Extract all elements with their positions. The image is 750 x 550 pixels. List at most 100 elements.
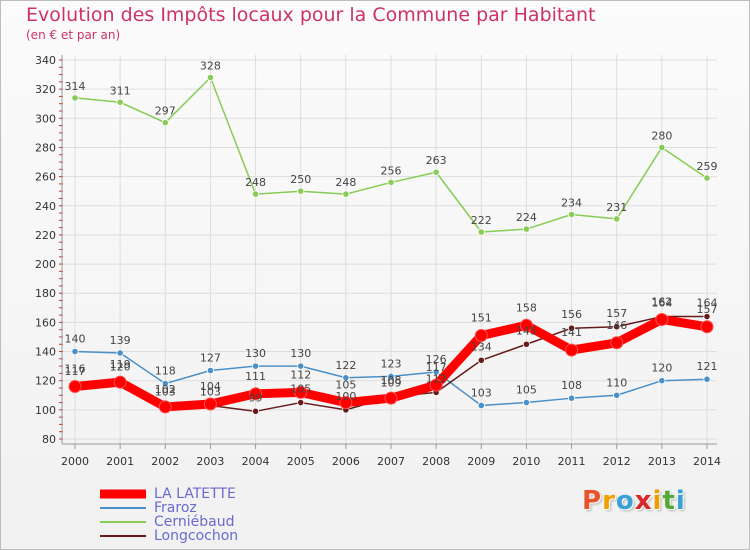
y-tick-label: 140 bbox=[35, 346, 56, 359]
y-tick-label: 160 bbox=[35, 316, 56, 329]
chart-title: Evolution des Impôts locaux pour la Comm… bbox=[26, 4, 596, 26]
data-point bbox=[68, 380, 82, 394]
legend-item: Cerniébaud bbox=[100, 515, 238, 529]
x-tick-label: 2011 bbox=[558, 455, 586, 468]
x-tick-label: 2010 bbox=[512, 455, 540, 468]
data-point bbox=[432, 168, 440, 176]
data-label: 263 bbox=[426, 154, 447, 167]
data-label: 105 bbox=[290, 383, 311, 396]
data-label: 102 bbox=[155, 383, 176, 396]
legend-item: LA LATETTE bbox=[100, 487, 238, 501]
x-tick-label: 2013 bbox=[648, 455, 676, 468]
y-tick-label: 180 bbox=[35, 287, 56, 300]
x-tick-label: 2005 bbox=[287, 455, 315, 468]
data-point bbox=[700, 320, 714, 334]
data-point bbox=[474, 329, 488, 343]
data-point bbox=[342, 190, 350, 198]
data-label: 151 bbox=[471, 312, 492, 325]
y-tick-label: 80 bbox=[42, 433, 56, 446]
y-tick-label: 220 bbox=[35, 229, 56, 242]
data-point bbox=[432, 368, 440, 376]
data-label: 164 bbox=[651, 297, 672, 310]
y-tick-label: 200 bbox=[35, 258, 56, 271]
data-label: 224 bbox=[516, 211, 537, 224]
data-point bbox=[613, 215, 621, 223]
data-point bbox=[703, 174, 711, 182]
data-label: 100 bbox=[335, 390, 356, 403]
legend-label: Fraroz bbox=[154, 500, 197, 516]
y-tick-label: 260 bbox=[35, 171, 56, 184]
data-label: 130 bbox=[245, 347, 266, 360]
data-point bbox=[297, 187, 305, 195]
data-label: 141 bbox=[561, 326, 582, 339]
data-label: 120 bbox=[110, 361, 131, 374]
data-point bbox=[655, 312, 669, 326]
data-point bbox=[294, 385, 308, 399]
data-label: 117 bbox=[65, 365, 86, 378]
data-label: 121 bbox=[697, 360, 718, 373]
data-point bbox=[429, 378, 443, 392]
data-label: 127 bbox=[200, 351, 221, 364]
data-point bbox=[610, 336, 624, 350]
data-label: 110 bbox=[606, 376, 627, 389]
data-point bbox=[161, 380, 169, 388]
data-point bbox=[113, 375, 127, 389]
data-label: 122 bbox=[335, 359, 356, 372]
data-label: 259 bbox=[697, 160, 718, 173]
y-tick-label: 340 bbox=[35, 54, 56, 67]
data-label: 297 bbox=[155, 105, 176, 118]
data-label: 134 bbox=[471, 340, 492, 353]
data-label: 103 bbox=[155, 385, 176, 398]
chart-subtitle: (en € et par an) bbox=[26, 28, 121, 42]
data-point bbox=[71, 94, 79, 102]
data-point bbox=[658, 377, 666, 385]
data-point bbox=[522, 398, 531, 407]
data-point bbox=[703, 375, 711, 383]
data-point bbox=[477, 356, 485, 364]
data-point bbox=[658, 143, 666, 152]
data-label: 158 bbox=[516, 301, 537, 314]
data-label: 120 bbox=[651, 362, 672, 375]
data-label: 157 bbox=[606, 307, 627, 320]
data-point bbox=[116, 98, 124, 106]
data-point bbox=[567, 210, 576, 219]
x-tick-label: 2007 bbox=[377, 455, 405, 468]
data-label: 140 bbox=[65, 333, 86, 346]
x-tick-label: 2009 bbox=[467, 455, 495, 468]
data-label: 112 bbox=[426, 372, 447, 385]
data-point bbox=[158, 400, 172, 414]
data-point bbox=[249, 387, 263, 401]
data-point bbox=[522, 225, 531, 233]
data-label: 109 bbox=[381, 377, 402, 390]
data-label: 103 bbox=[471, 386, 492, 399]
data-label: 162 bbox=[651, 295, 672, 308]
data-point bbox=[567, 394, 576, 402]
x-tick-label: 2014 bbox=[693, 455, 721, 468]
data-label: 123 bbox=[381, 357, 402, 370]
data-point bbox=[339, 396, 353, 410]
data-point bbox=[116, 349, 124, 357]
data-label: 104 bbox=[200, 380, 221, 393]
data-label: 145 bbox=[516, 324, 537, 337]
data-point bbox=[477, 228, 485, 236]
data-label: 157 bbox=[697, 303, 718, 316]
data-label: 280 bbox=[651, 129, 672, 142]
data-label: 108 bbox=[381, 374, 402, 387]
data-point bbox=[387, 178, 395, 187]
x-tick-label: 2003 bbox=[196, 455, 224, 468]
x-tick-label: 2012 bbox=[603, 455, 631, 468]
data-point bbox=[161, 119, 169, 127]
data-point bbox=[251, 362, 260, 370]
data-point bbox=[613, 391, 621, 399]
y-tick-label: 240 bbox=[35, 200, 56, 213]
data-label: 234 bbox=[561, 197, 582, 210]
data-point bbox=[384, 391, 398, 405]
legend-label: LA LATETTE bbox=[154, 486, 236, 502]
data-point bbox=[342, 374, 350, 382]
data-point bbox=[297, 398, 305, 407]
legend: LA LATETTE Fraroz Cerniébaud Longcochon bbox=[100, 487, 238, 543]
data-point bbox=[206, 366, 215, 375]
data-label: 119 bbox=[110, 358, 131, 371]
